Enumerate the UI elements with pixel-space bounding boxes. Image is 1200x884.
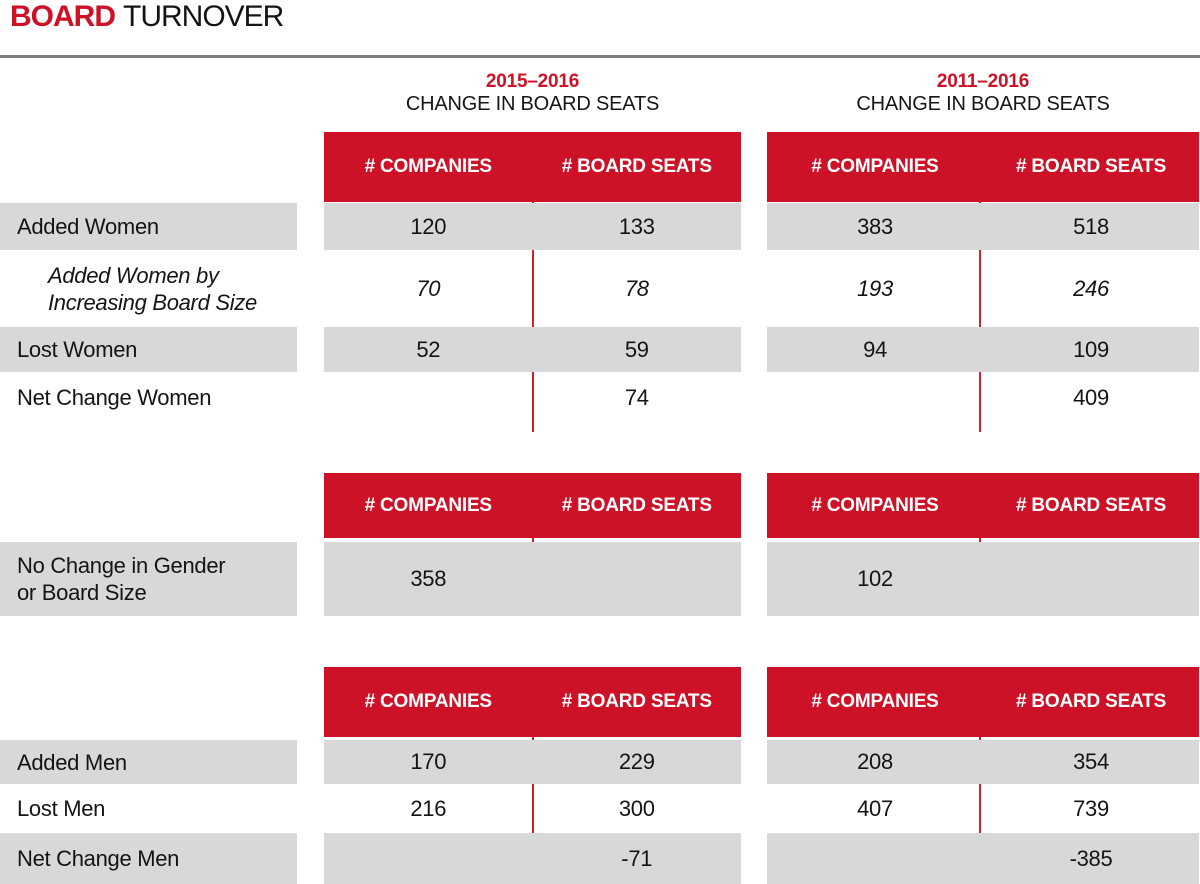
cell-companies [324, 375, 533, 420]
cell-board-seats: 518 [1073, 213, 1109, 239]
row-cells: 74 [324, 375, 741, 420]
row-label-added-men: Added Men [0, 740, 297, 784]
row-label-added-women: Added Women [0, 203, 297, 250]
cell-companies: 94 [863, 336, 887, 362]
cell-board-seats: 409 [1073, 384, 1109, 410]
row-cells: 409 [767, 375, 1199, 420]
cell-companies [767, 375, 983, 420]
companies-column-header: # COMPANIES [364, 156, 493, 177]
row-cells: 94 109 [767, 327, 1199, 372]
companies-column-header: # COMPANIES [811, 494, 939, 516]
cell-companies: 216 [410, 795, 447, 821]
column-divider-line [532, 202, 534, 432]
title-accent-word: BOARD [10, 0, 116, 33]
cell-board-seats: 300 [618, 795, 655, 821]
row-cells: 208 354 [767, 740, 1199, 784]
column-header-bar: # COMPANIES # BOARD SEATS [324, 473, 741, 538]
column-header-bar: # COMPANIES # BOARD SEATS [324, 667, 741, 737]
row-cells: 407 739 [767, 787, 1199, 830]
board-seats-column-header: # BOARD SEATS [1015, 494, 1167, 516]
cell-companies: 70 [416, 276, 441, 301]
cell-companies [767, 833, 983, 884]
cell-companies: 358 [410, 566, 447, 591]
companies-column-header: # COMPANIES [811, 691, 939, 712]
cell-companies: 52 [416, 336, 441, 362]
period-label: 2015–2016 [485, 71, 580, 92]
board-seats-column-header: # BOARD SEATS [561, 494, 712, 516]
column-header-bar: # COMPANIES # BOARD SEATS [767, 473, 1199, 538]
cell-board-seats: 739 [1073, 795, 1109, 821]
title-rest-word: TURNOVER [123, 0, 284, 33]
row-label-net-change-women: Net Change Women [17, 385, 212, 410]
row-label-lost-men: Lost Men [17, 796, 106, 821]
row-label-no-change: No Change in Gender or Board Size [0, 542, 297, 616]
cell-board-seats: 229 [618, 749, 655, 774]
column-divider-line [979, 202, 981, 432]
board-seats-column-header: # BOARD SEATS [561, 691, 712, 712]
row-cells: 52 59 [324, 327, 741, 372]
row-cells: -385 [767, 833, 1199, 884]
cell-board-seats: -71 [621, 845, 653, 871]
cell-companies: 120 [410, 213, 447, 239]
row-cells: 193 246 [767, 252, 1199, 326]
row-cells: 170 229 [324, 740, 741, 784]
cell-board-seats: 354 [1073, 749, 1109, 774]
page-title: BOARD TURNOVER [10, 0, 284, 34]
row-cells: 102 [767, 542, 1199, 616]
cell-companies [324, 833, 533, 884]
group-subtitle: CHANGE IN BOARD SEATS [856, 93, 1110, 115]
row-label-added-women-by-increasing-board-size: Added Women by Increasing Board Size [48, 263, 257, 315]
column-header-bar: # COMPANIES # BOARD SEATS [767, 132, 1199, 202]
period-label: 2011–2016 [936, 71, 1030, 92]
row-cells: 70 78 [324, 252, 741, 326]
cell-companies: 170 [410, 749, 447, 774]
cell-board-seats: 133 [618, 213, 655, 239]
row-cells: 358 [324, 542, 741, 616]
cell-board-seats: 78 [624, 276, 649, 301]
column-divider-line [979, 737, 981, 884]
cell-board-seats: -385 [1069, 845, 1113, 871]
group-header-2011-2016: 2011–2016 CHANGE IN BOARD SEATS [767, 70, 1199, 116]
row-label-net-change-men: Net Change Men [0, 833, 297, 884]
group-header-2015-2016: 2015–2016 CHANGE IN BOARD SEATS [324, 70, 741, 116]
cell-companies: 383 [857, 213, 893, 239]
board-seats-column-header: # BOARD SEATS [561, 156, 712, 177]
cell-board-seats: 246 [1073, 276, 1109, 301]
cell-board-seats [983, 542, 1199, 616]
row-cells: 383 518 [767, 203, 1199, 250]
cell-companies: 407 [857, 795, 893, 821]
column-divider-line [532, 737, 534, 884]
title-divider-rule [0, 55, 1200, 58]
row-label-lost-women: Lost Women [0, 327, 297, 372]
group-subtitle: CHANGE IN BOARD SEATS [405, 93, 660, 115]
column-header-bar: # COMPANIES # BOARD SEATS [767, 667, 1199, 737]
cell-companies: 208 [857, 749, 893, 774]
cell-board-seats: 59 [624, 336, 649, 362]
cell-board-seats [533, 542, 742, 616]
companies-column-header: # COMPANIES [811, 156, 939, 177]
row-cells: 120 133 [324, 203, 741, 250]
board-seats-column-header: # BOARD SEATS [1015, 691, 1167, 712]
row-cells: -71 [324, 833, 741, 884]
cell-board-seats: 74 [624, 384, 649, 410]
companies-column-header: # COMPANIES [364, 691, 493, 712]
cell-companies: 193 [857, 276, 893, 301]
board-seats-column-header: # BOARD SEATS [1015, 156, 1167, 177]
column-header-bar: # COMPANIES # BOARD SEATS [324, 132, 741, 202]
cell-companies: 102 [857, 566, 893, 591]
row-cells: 216 300 [324, 787, 741, 830]
cell-board-seats: 109 [1073, 336, 1109, 362]
companies-column-header: # COMPANIES [364, 494, 493, 516]
